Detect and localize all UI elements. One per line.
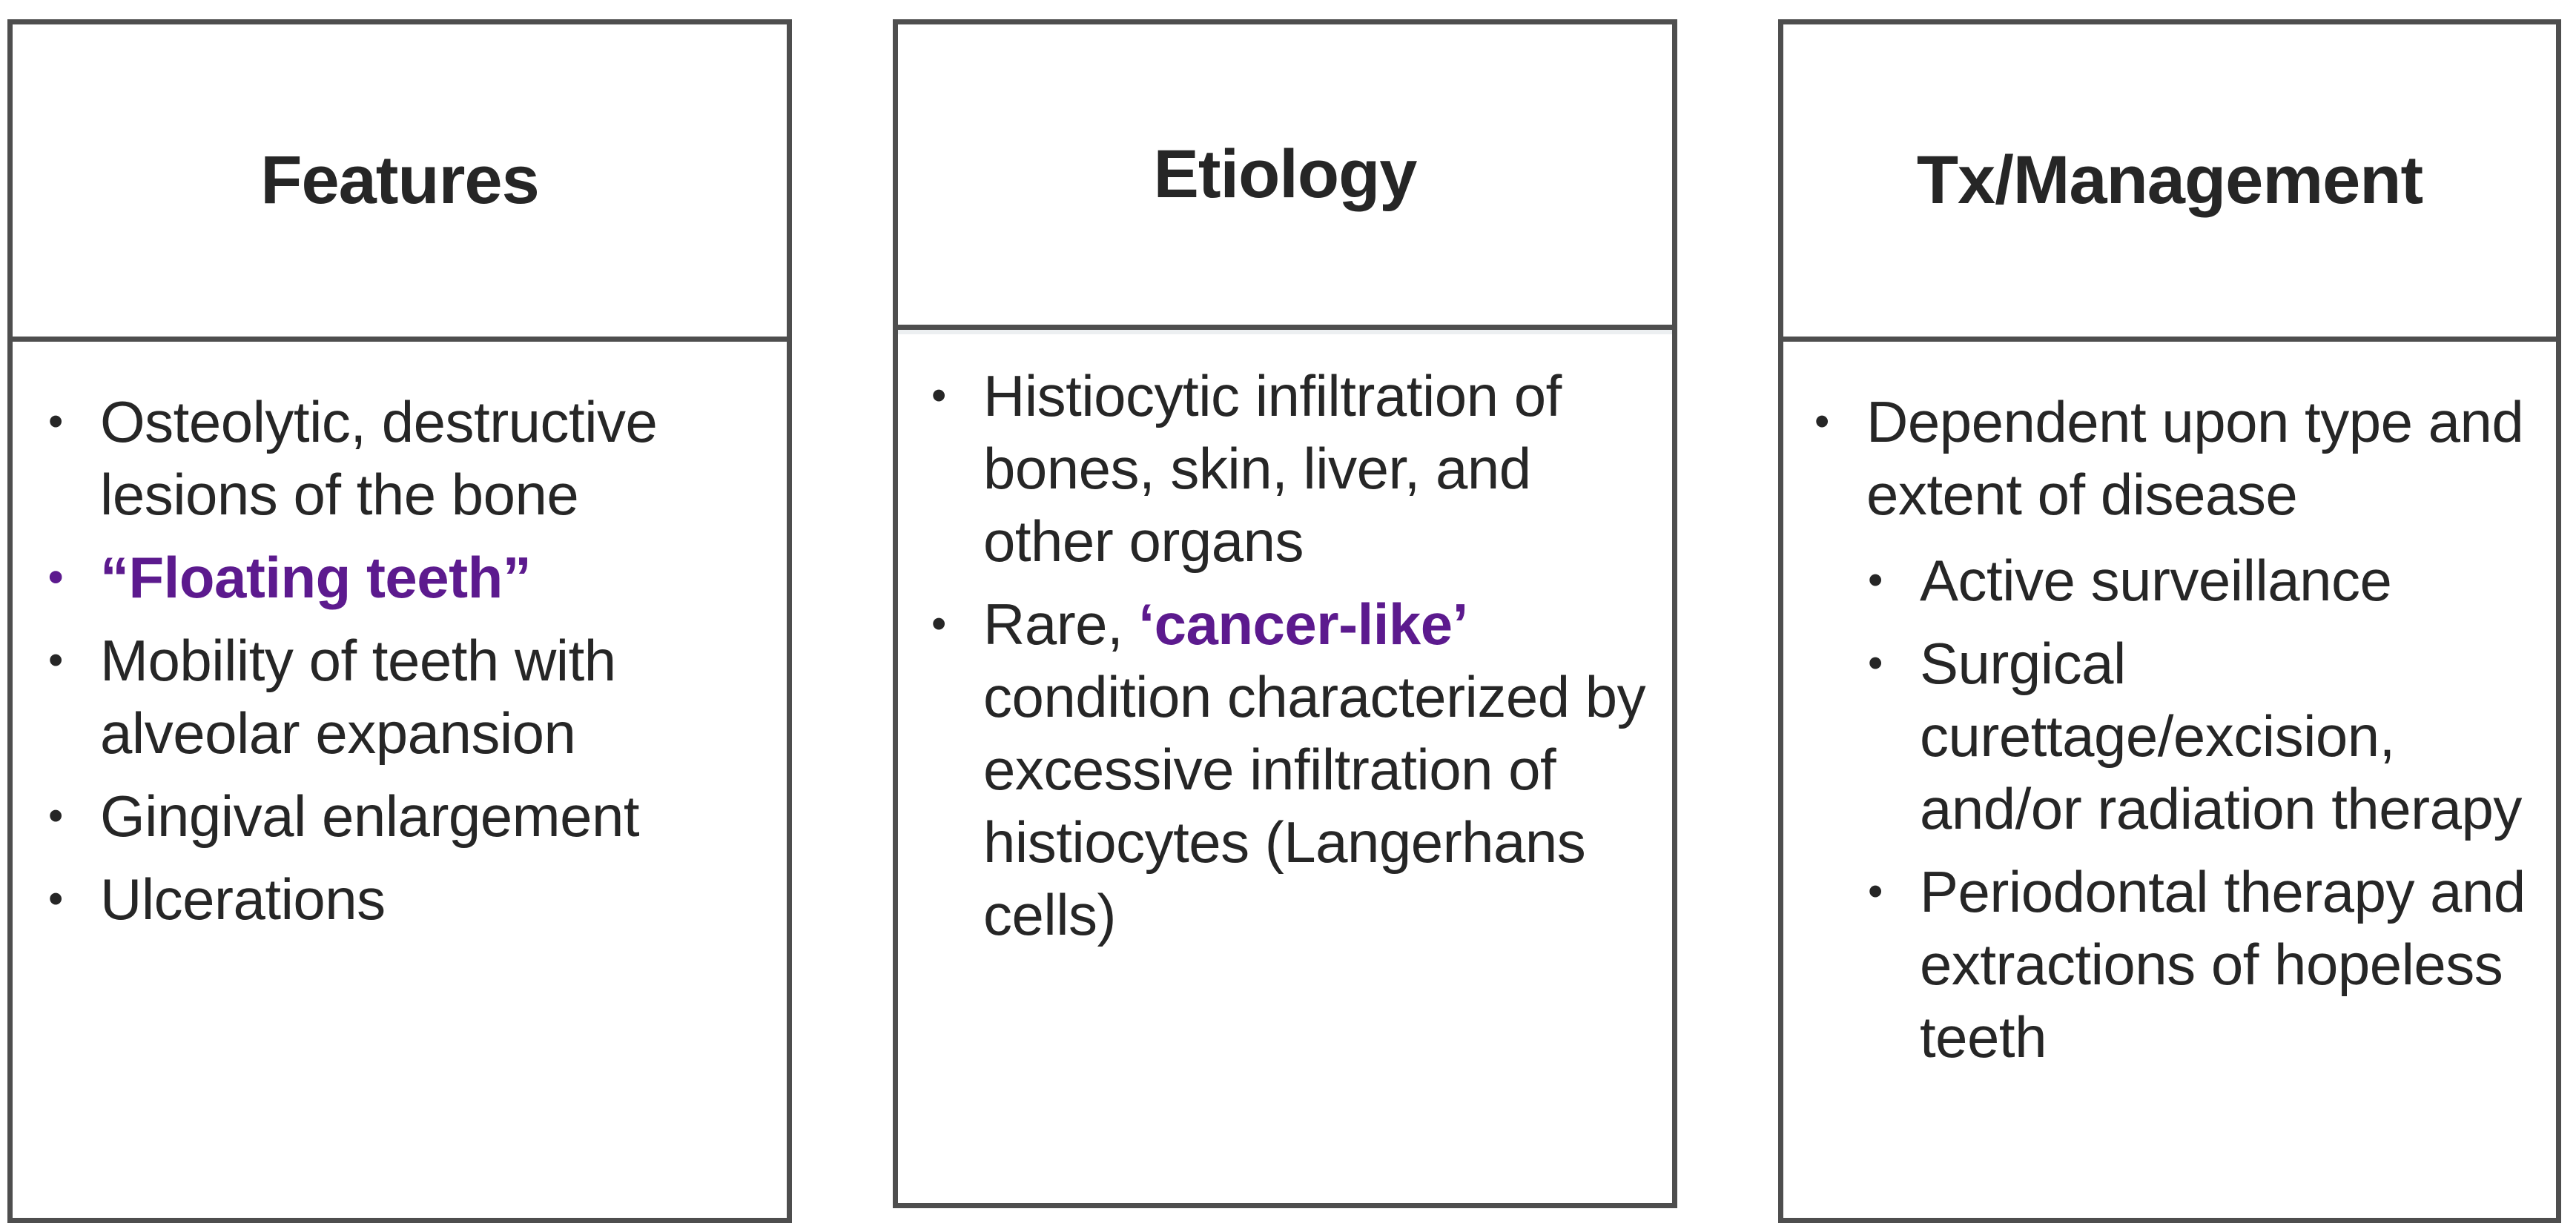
features-header: Features <box>13 24 787 342</box>
feature-item-text: Gingival enlargement <box>100 783 640 849</box>
bullet-icon: • <box>48 792 63 840</box>
list-item: • Surgical curettage/excision, and/or ra… <box>1868 627 2543 845</box>
etiology-body: • Histiocytic infiltration of bones, ski… <box>898 334 1672 1203</box>
feature-item-text: “Floating teeth” <box>100 545 532 610</box>
bullet-icon: • <box>1868 556 1883 604</box>
etiology-title: Etiology <box>1153 136 1418 212</box>
list-item: • Ulcerations <box>48 863 753 935</box>
management-sublist: • Active surveillance • Surgical curetta… <box>1868 544 2543 1084</box>
management-subitem-text: Surgical curettage/excision, and/or radi… <box>1920 631 2522 841</box>
management-subitem-text: Periodontal therapy and extractions of h… <box>1920 859 2526 1070</box>
bullet-icon: • <box>931 371 946 420</box>
bullet-icon: • <box>48 553 63 601</box>
bullet-icon: • <box>1814 397 1829 445</box>
management-header: Tx/Management <box>1783 24 2556 342</box>
management-body: • Dependent upon type and extent of dise… <box>1783 342 2556 1218</box>
list-item: • “Floating teeth” <box>48 541 753 614</box>
etiology-column: Etiology • Histiocytic infiltration of b… <box>893 19 1677 1208</box>
bullet-icon: • <box>1868 867 1883 915</box>
management-intro-text: Dependent upon type and extent of diseas… <box>1866 389 2524 527</box>
feature-item-text: Ulcerations <box>100 867 386 932</box>
bullet-icon: • <box>1868 639 1883 687</box>
etiology-item-prefix: Rare, <box>983 592 1139 657</box>
bullet-icon: • <box>48 875 63 923</box>
list-item: • Active surveillance <box>1868 544 2543 617</box>
etiology-item-text: Histiocytic infiltration of bones, skin,… <box>983 363 1562 574</box>
list-item: • Osteolytic, destructive lesions of the… <box>48 385 753 531</box>
features-list: • Osteolytic, destructive lesions of the… <box>48 385 753 946</box>
list-item: • Periodontal therapy and extractions of… <box>1868 855 2543 1073</box>
list-item: • Rare, ‘cancer-like’ condition characte… <box>931 588 1651 951</box>
etiology-item-highlight: ‘cancer-like’ <box>1138 592 1468 657</box>
features-body: • Osteolytic, destructive lesions of the… <box>13 342 787 1218</box>
list-item: • Mobility of teeth with alveolar expans… <box>48 624 753 769</box>
header-divider <box>898 330 1672 334</box>
etiology-list: • Histiocytic infiltration of bones, ski… <box>931 359 1651 961</box>
management-title: Tx/Management <box>1916 142 2423 218</box>
list-item: • Gingival enlargement <box>48 780 753 852</box>
feature-item-text: Osteolytic, destructive lesions of the b… <box>100 389 658 527</box>
bullet-icon: • <box>931 600 946 648</box>
list-item: • Histiocytic infiltration of bones, ski… <box>931 359 1651 577</box>
management-list: • Dependent upon type and extent of dise… <box>1814 385 2549 537</box>
bullet-icon: • <box>48 636 63 684</box>
etiology-header: Etiology <box>898 24 1672 330</box>
feature-item-text: Mobility of teeth with alveolar expansio… <box>100 628 616 766</box>
features-title: Features <box>260 142 539 218</box>
features-column: Features • Osteolytic, destructive lesio… <box>7 19 792 1223</box>
etiology-item-suffix: condition characterized by excessive inf… <box>983 664 1646 947</box>
bullet-icon: • <box>48 397 63 445</box>
management-subitem-text: Active surveillance <box>1920 548 2392 613</box>
list-item: • Dependent upon type and extent of dise… <box>1814 385 2549 531</box>
management-column: Tx/Management • Dependent upon type and … <box>1778 19 2561 1223</box>
